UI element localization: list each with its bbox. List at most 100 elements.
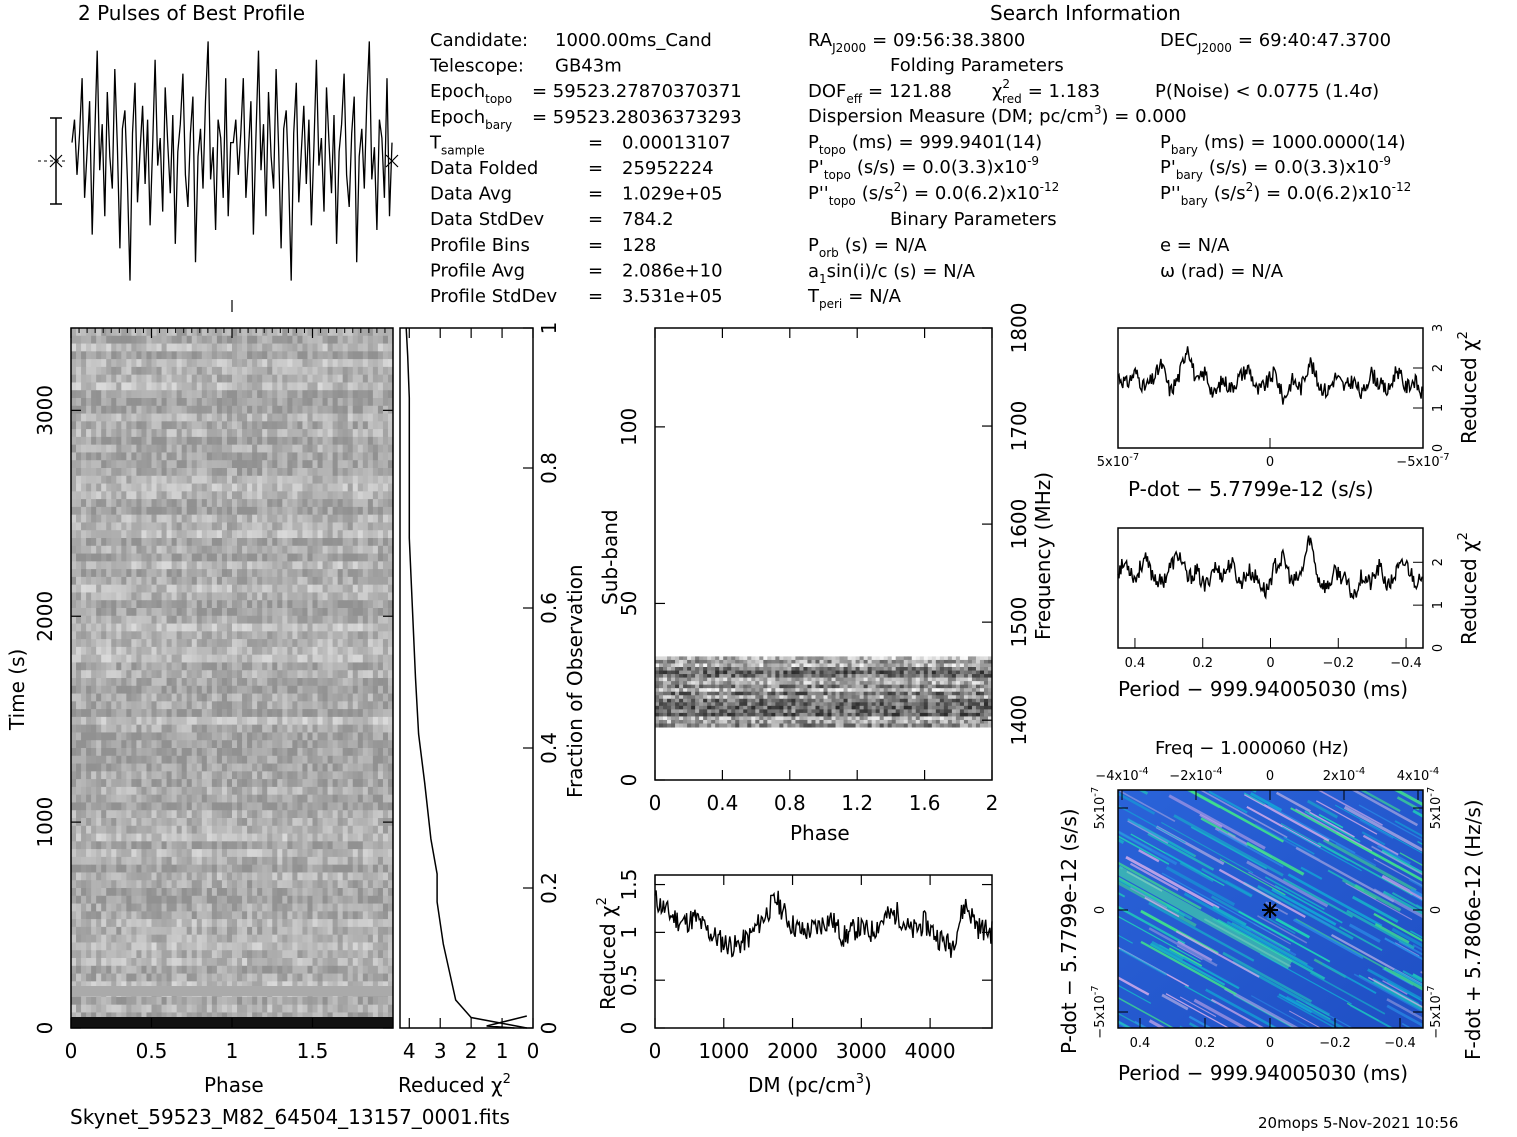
- time-phase-cell: [328, 678, 334, 686]
- time-phase-cell: [157, 336, 163, 344]
- time-phase-cell: [207, 771, 213, 779]
- time-phase-cell: [217, 507, 223, 515]
- time-phase-cell: [162, 577, 168, 585]
- time-phase-cell: [353, 701, 359, 709]
- time-phase-cell: [287, 865, 293, 873]
- time-phase-cell: [237, 872, 243, 880]
- time-phase-cell: [348, 639, 354, 647]
- time-phase-cell: [363, 849, 369, 857]
- time-phase-cell: [121, 569, 127, 577]
- time-phase-cell: [318, 452, 324, 460]
- time-phase-cell: [378, 554, 384, 562]
- time-phase-cell: [202, 725, 208, 733]
- time-phase-cell: [373, 795, 379, 803]
- time-phase-cell: [177, 717, 183, 725]
- time-phase-cell: [197, 375, 203, 383]
- time-phase-cell: [212, 795, 218, 803]
- time-phase-cell: [111, 429, 117, 437]
- time-phase-cell: [307, 795, 313, 803]
- time-phase-cell: [252, 382, 258, 390]
- time-phase-cell: [76, 802, 82, 810]
- time-phase-cell: [267, 468, 273, 476]
- time-phase-cell: [146, 686, 152, 694]
- time-phase-cell: [207, 624, 213, 632]
- time-phase-cell: [358, 826, 364, 834]
- time-phase-cell: [111, 406, 117, 414]
- time-phase-cell: [222, 429, 228, 437]
- time-phase-cell: [333, 655, 339, 663]
- time-phase-cell: [318, 896, 324, 904]
- time-phase-cell: [227, 616, 233, 624]
- time-phase-cell: [262, 771, 268, 779]
- time-phase-cell: [81, 522, 87, 530]
- time-phase-cell: [187, 631, 193, 639]
- time-phase-cell: [86, 406, 92, 414]
- time-phase-cell: [292, 507, 298, 515]
- time-phase-cell: [91, 826, 97, 834]
- time-phase-cell: [257, 888, 263, 896]
- time-phase-cell: [318, 717, 324, 725]
- time-phase-cell: [307, 904, 313, 912]
- time-phase-cell: [167, 554, 173, 562]
- time-phase-cell: [378, 344, 384, 352]
- time-phase-cell: [222, 507, 228, 515]
- time-phase-cell: [368, 748, 374, 756]
- time-phase-cell: [277, 491, 283, 499]
- time-phase-cell: [262, 896, 268, 904]
- time-phase-cell: [257, 577, 263, 585]
- time-phase-cell: [131, 764, 137, 772]
- time-phase-cell: [277, 888, 283, 896]
- time-phase-cell: [172, 460, 178, 468]
- time-phase-cell: [343, 686, 349, 694]
- time-phase-cell: [232, 787, 238, 795]
- time-phase-cell: [101, 616, 107, 624]
- time-phase-cell: [252, 771, 258, 779]
- time-phase-cell: [237, 624, 243, 632]
- time-phase-cell: [141, 382, 147, 390]
- time-phase-cell: [262, 779, 268, 787]
- time-phase-cell: [257, 872, 263, 880]
- time-phase-cell: [353, 779, 359, 787]
- time-phase-cell: [146, 725, 152, 733]
- time-phase-cell: [267, 344, 273, 352]
- time-phase-cell: [363, 468, 369, 476]
- time-phase-cell: [212, 375, 218, 383]
- time-phase-cell: [358, 515, 364, 523]
- time-phase-cell: [237, 639, 243, 647]
- time-phase-cell: [86, 359, 92, 367]
- time-phase-cell: [323, 390, 329, 398]
- time-phase-cell: [313, 639, 319, 647]
- time-phase-cell: [252, 904, 258, 912]
- time-phase-cell: [222, 717, 228, 725]
- time-phase-cell: [197, 670, 203, 678]
- time-phase-cell: [146, 841, 152, 849]
- time-phase-cell: [116, 631, 122, 639]
- time-phase-cell: [101, 328, 107, 336]
- time-phase-cell: [106, 507, 112, 515]
- time-phase-cell: [267, 904, 273, 912]
- time-phase-cell: [136, 398, 142, 406]
- time-phase-cell: [177, 694, 183, 702]
- time-phase-cell: [116, 592, 122, 600]
- time-phase-cell: [307, 818, 313, 826]
- time-phase-cell: [287, 849, 293, 857]
- time-phase-cell: [353, 382, 359, 390]
- time-phase-cell: [136, 592, 142, 600]
- time-phase-cell: [323, 795, 329, 803]
- time-phase-cell: [323, 655, 329, 663]
- pdot-topo-label: P'topo(s/s) = 0.0(3.3)x10-9: [808, 154, 1039, 182]
- time-phase-cell: [328, 818, 334, 826]
- time-phase-cell: [152, 421, 158, 429]
- time-phase-cell: [307, 911, 313, 919]
- time-phase-cell: [292, 406, 298, 414]
- time-phase-cell: [338, 748, 344, 756]
- time-phase-cell: [121, 421, 127, 429]
- time-phase-cell: [353, 406, 359, 414]
- time-phase-cell: [182, 865, 188, 873]
- time-phase-cell: [136, 616, 142, 624]
- time-phase-cell: [323, 701, 329, 709]
- time-phase-cell: [111, 694, 117, 702]
- time-phase-cell: [121, 530, 127, 538]
- time-phase-cell: [146, 872, 152, 880]
- time-phase-cell: [96, 452, 102, 460]
